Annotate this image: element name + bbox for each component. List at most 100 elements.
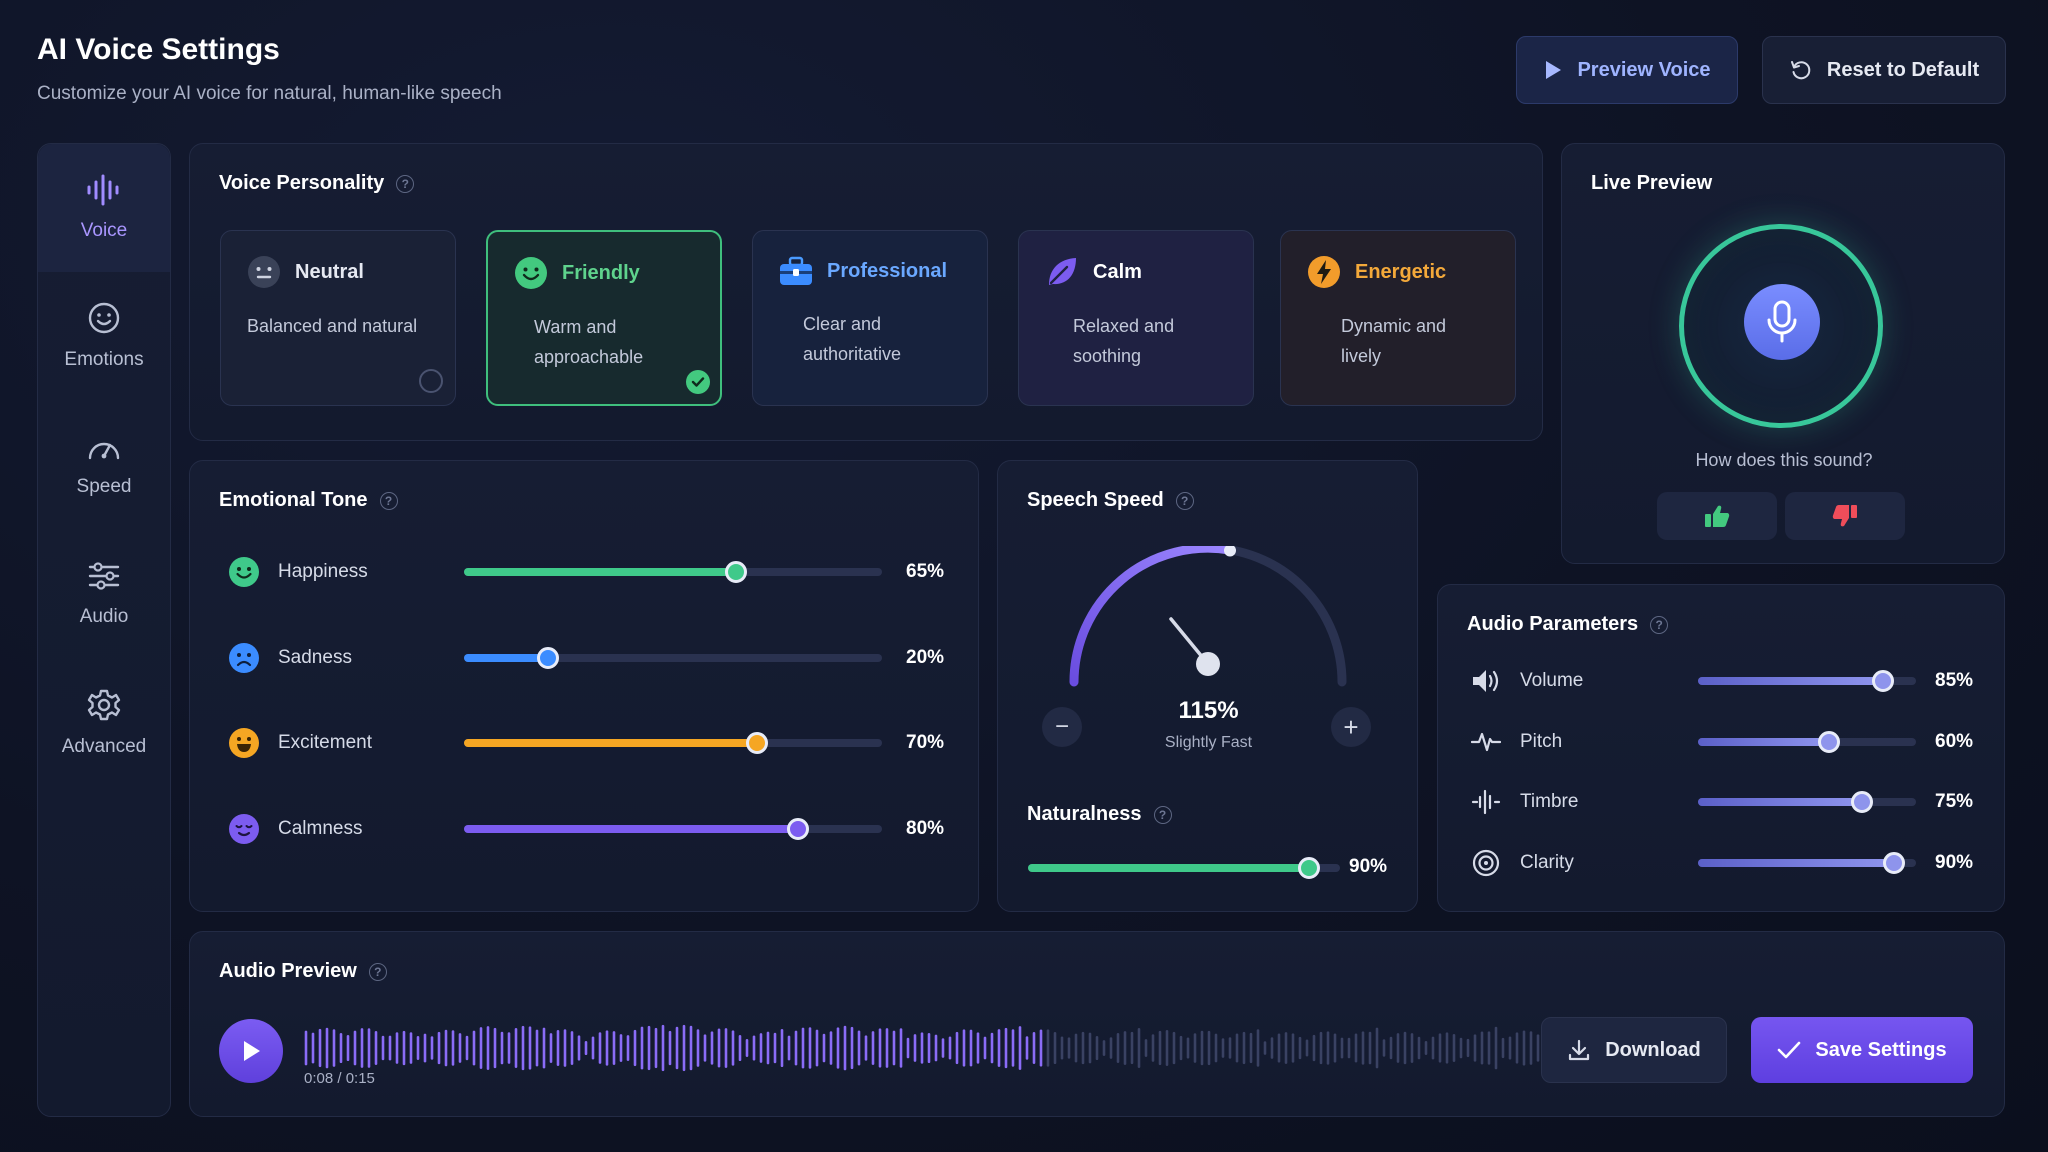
leaf-icon (1049, 258, 1076, 285)
volume-value: 85% (1935, 670, 1974, 691)
decrease-speed-button[interactable]: − (1042, 707, 1082, 747)
thumbs-down-icon (1832, 505, 1857, 527)
section-title-text: Emotional Tone (219, 489, 368, 511)
help-icon[interactable]: ? (368, 962, 387, 981)
personality-name: Professional (827, 259, 948, 282)
sidebar: Voice Emotions Speed Audio Advanced (37, 143, 171, 1117)
timbre-slider[interactable] (1698, 791, 1916, 813)
param-label-pitch: Pitch (1520, 731, 1563, 752)
volume-slider[interactable] (1698, 670, 1916, 692)
personality-card-calm[interactable]: Calm Relaxed and soothing (1018, 230, 1254, 406)
pitch-value: 60% (1935, 731, 1974, 752)
pitch-wave-icon (1471, 732, 1501, 752)
speed-value: 115% (1178, 697, 1239, 724)
download-icon (1569, 1039, 1590, 1061)
slider-fill (464, 739, 757, 747)
sidebar-item-label: Speed (76, 476, 132, 497)
help-icon[interactable]: ? (1153, 805, 1172, 824)
voice-personality-panel: Voice Personality ? Neutral Balanced and… (189, 143, 1543, 441)
happiness-slider[interactable] (464, 561, 882, 583)
slider-knob[interactable] (1872, 670, 1895, 692)
increase-speed-button[interactable]: + (1331, 707, 1371, 747)
slider-knob[interactable] (1850, 791, 1873, 813)
speech-speed-panel: Speech Speed ? − + 115% Slightly Fast Na… (997, 460, 1418, 912)
play-button[interactable] (219, 1019, 283, 1083)
naturalness-value: 90% (1349, 856, 1388, 877)
slider-knob[interactable] (787, 818, 810, 840)
timbre-value: 75% (1935, 791, 1974, 812)
clarity-slider[interactable] (1698, 852, 1916, 874)
speech-speed-title: Speech Speed ? (1027, 489, 1194, 512)
sidebar-item-label: Audio (79, 606, 129, 627)
slider-knob[interactable] (1817, 731, 1840, 753)
smiley-icon (88, 302, 120, 334)
neutral-face-icon (248, 256, 280, 288)
section-title-text: Naturalness (1027, 803, 1142, 825)
slider-knob[interactable] (536, 647, 559, 669)
slider-fill (1698, 798, 1862, 806)
excited-face-icon (229, 728, 259, 758)
play-icon (244, 1041, 260, 1061)
sadness-slider[interactable] (464, 647, 882, 669)
radio-unselected[interactable] (419, 369, 443, 393)
sidebar-item-audio[interactable]: Audio (38, 530, 170, 658)
slider-knob[interactable] (724, 561, 747, 583)
sidebar-item-speed[interactable]: Speed (38, 401, 170, 529)
personality-card-friendly[interactable]: Friendly Warm and approachable (486, 230, 722, 406)
tone-label-sadness: Sadness (278, 647, 352, 668)
live-preview-panel: Live Preview How does this sound? (1561, 143, 2005, 564)
waveform-icon (87, 174, 119, 206)
calmness-slider[interactable] (464, 818, 882, 840)
reset-icon (1790, 61, 1811, 80)
naturalness-slider[interactable] (1028, 857, 1340, 879)
audio-parameters-panel: Audio Parameters ? Volume 85% Pitch 60% … (1437, 584, 2005, 912)
slider-knob[interactable] (745, 732, 768, 754)
sadness-value: 20% (906, 647, 945, 668)
slider-knob[interactable] (1297, 857, 1320, 879)
audio-parameters-title: Audio Parameters ? (1467, 613, 1669, 636)
help-icon[interactable]: ? (379, 491, 398, 510)
personality-name: Friendly (562, 261, 640, 284)
personality-name: Energetic (1355, 260, 1447, 283)
personality-card-professional[interactable]: Professional Clear and authoritative (752, 230, 988, 406)
feedback-question: How does this sound? (1695, 450, 1873, 470)
checkmark-icon[interactable] (686, 370, 710, 394)
playback-time: 0:08 / 0:15 (304, 1070, 375, 1087)
sliders-icon (88, 562, 120, 590)
happy-face-icon (229, 557, 259, 587)
sidebar-item-emotions[interactable]: Emotions (38, 272, 170, 400)
microphone-icon[interactable] (1744, 284, 1820, 360)
slider-fill (1698, 859, 1895, 867)
personality-name: Calm (1093, 260, 1142, 283)
thumbs-up-icon (1705, 505, 1730, 527)
personality-desc: Dynamic and lively (1341, 316, 1447, 366)
download-button[interactable]: Download (1541, 1017, 1727, 1083)
speed-gauge[interactable] (1058, 546, 1358, 696)
help-icon[interactable]: ? (1175, 491, 1194, 510)
tone-label-excitement: Excitement (278, 732, 372, 753)
excitement-slider[interactable] (464, 732, 882, 754)
help-icon[interactable]: ? (1650, 615, 1669, 634)
personality-desc: Warm and approachable (534, 317, 644, 367)
reset-default-button[interactable]: Reset to Default (1762, 36, 2006, 104)
section-title-text: Speech Speed (1027, 489, 1164, 511)
help-icon[interactable]: ? (396, 174, 415, 193)
personality-card-neutral[interactable]: Neutral Balanced and natural (220, 230, 456, 406)
preview-voice-button[interactable]: Preview Voice (1516, 36, 1738, 104)
audio-waveform[interactable] (304, 1012, 1704, 1084)
save-settings-button[interactable]: Save Settings (1751, 1017, 1973, 1083)
slider-knob[interactable] (1883, 852, 1906, 874)
thumbs-up-button[interactable] (1657, 492, 1777, 540)
calm-face-icon (229, 814, 259, 844)
sidebar-item-label: Emotions (64, 349, 144, 370)
thumbs-down-button[interactable] (1785, 492, 1905, 540)
page-title: AI Voice Settings (37, 33, 280, 66)
param-label-timbre: Timbre (1520, 791, 1579, 812)
slider-fill (464, 825, 799, 833)
page-subtitle: Customize your AI voice for natural, hum… (37, 83, 502, 104)
naturalness-title: Naturalness ? (1027, 803, 1172, 826)
sidebar-item-voice[interactable]: Voice (38, 144, 170, 272)
personality-card-energetic[interactable]: Energetic Dynamic and lively (1280, 230, 1516, 406)
pitch-slider[interactable] (1698, 731, 1916, 753)
sidebar-item-advanced[interactable]: Advanced (38, 659, 170, 787)
